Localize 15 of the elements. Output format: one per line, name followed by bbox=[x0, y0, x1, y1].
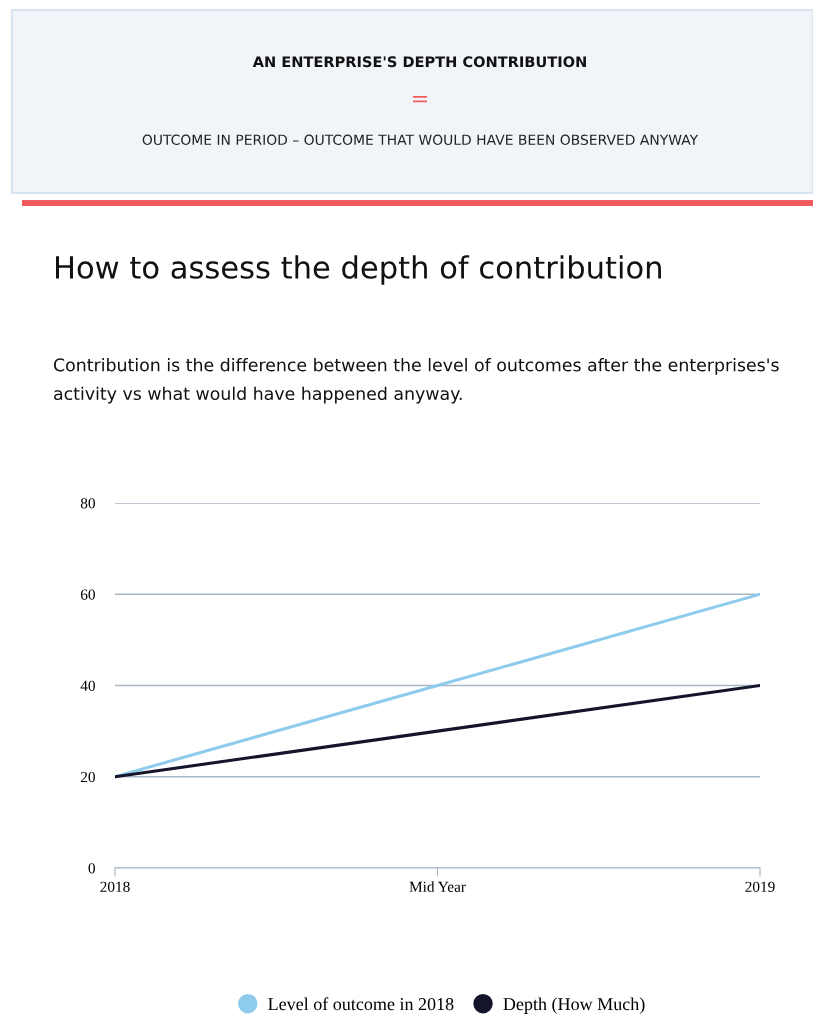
x-tick-label: 2018 bbox=[100, 881, 130, 892]
y-tick-label: 40 bbox=[80, 680, 95, 691]
chart-title: How to assess the depth of contribution bbox=[56, 255, 661, 285]
text: OUTCOME IN PERIOD – OUTCOME THAT WOULD HAVE BEEN OBSERVED ANYWAY bbox=[142, 134, 699, 146]
chart-subtitle: Contribution is the difference between the level of outcomes after the enterprises's activity vs what would have happened anyway. bbox=[53, 358, 779, 404]
x-tick-label: Mid Year bbox=[409, 881, 466, 892]
y-tick-label: 20 bbox=[80, 771, 95, 783]
y-tick-label: 80 bbox=[80, 498, 95, 509]
y-tick-label: 60 bbox=[80, 589, 95, 600]
legend-label: Level of outcome in 2018 bbox=[268, 997, 454, 1011]
text: = bbox=[413, 96, 427, 103]
x-tick-label: 2019 bbox=[745, 881, 775, 892]
text: AN ENTERPRISE'S DEPTH CONTRIBUTION bbox=[252, 56, 586, 68]
y-tick-label: 0 bbox=[88, 863, 95, 874]
legend-label: Depth (How Much) bbox=[503, 997, 645, 1014]
